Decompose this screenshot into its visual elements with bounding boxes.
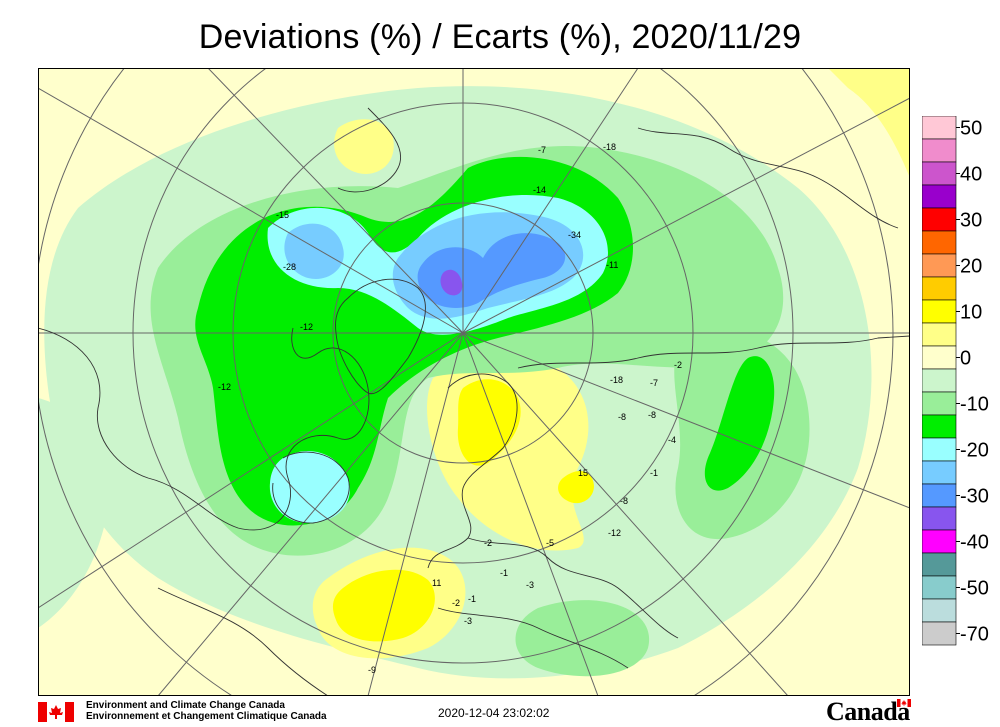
- field-bright-green-east: [704, 356, 775, 491]
- map-frame: [38, 68, 910, 696]
- legend-swatch: [922, 506, 957, 531]
- legend-swatch: [922, 253, 957, 278]
- legend-swatch: [922, 116, 957, 140]
- legend-swatch: [922, 322, 957, 347]
- legend-label: -40: [960, 532, 989, 554]
- contour-label: -14: [533, 185, 546, 195]
- legend-swatch: [922, 230, 957, 255]
- legend-swatch: [922, 621, 957, 646]
- contour-label: -3: [526, 580, 534, 590]
- legend-swatch: [922, 161, 957, 186]
- contour-label: 15: [578, 468, 588, 478]
- legend-swatch: [922, 529, 957, 554]
- legend-swatch: [922, 552, 957, 577]
- contour-label: -1: [468, 594, 476, 604]
- legend-swatch: [922, 460, 957, 485]
- legend-swatch: [922, 276, 957, 301]
- legend-swatch: [922, 437, 957, 462]
- contour-label: -8: [648, 410, 656, 420]
- field-medium-green-south: [515, 600, 650, 677]
- contour-label: -34: [568, 230, 581, 240]
- graticule: [38, 68, 910, 696]
- canada-wordmark: Canada: [826, 697, 910, 726]
- legend-label: 20: [960, 256, 982, 278]
- contour-label: -12: [608, 528, 621, 538]
- contour-label: -2: [674, 360, 682, 370]
- legend-swatch: [922, 391, 957, 416]
- contour-label: -15: [276, 210, 289, 220]
- legend-label: 30: [960, 210, 982, 232]
- legend-swatch: [922, 483, 957, 508]
- coastlines: [38, 107, 910, 696]
- legend-label: 50: [960, 118, 982, 140]
- legend-label: 40: [960, 164, 982, 186]
- canada-flag-icon: [38, 702, 74, 722]
- contour-label: -7: [650, 378, 658, 388]
- contour-label: -28: [283, 262, 296, 272]
- contour-label: 11: [432, 578, 441, 588]
- contour-label: -12: [218, 382, 231, 392]
- contour-label: -2: [452, 598, 460, 608]
- legend-label: -30: [960, 486, 989, 508]
- contour-label: -3: [464, 616, 472, 626]
- contour-label: -18: [603, 142, 616, 152]
- contour-label: -5: [546, 538, 554, 548]
- color-legend: 50 40 30 20 10 0 -10 -20 -30 -40 -50 -70: [922, 116, 989, 646]
- contour-label: -18: [610, 375, 623, 385]
- legend-label: 10: [960, 302, 982, 324]
- legend-swatch: [922, 345, 957, 370]
- contour-label: -2: [484, 538, 492, 548]
- chart-title: Deviations (%) / Ecarts (%), 2020/11/29: [198, 18, 802, 56]
- legend-swatch: [922, 184, 957, 209]
- contour-label: -8: [620, 496, 628, 506]
- legend-label: -10: [960, 394, 989, 416]
- legend-swatch: [922, 575, 957, 600]
- contour-label: -1: [500, 568, 508, 578]
- contour-labels: -7 -18 -14 -34 -11 -15 -28 -12 -12 -18 -…: [218, 142, 682, 675]
- legend-swatch: [922, 299, 957, 324]
- legend-label: 0: [960, 348, 971, 370]
- legend-swatch: [922, 138, 957, 163]
- timestamp: 2020-12-04 23:02:02: [438, 706, 550, 720]
- contour-label: -8: [618, 412, 626, 422]
- legend-label: -50: [960, 578, 989, 600]
- legend-swatch: [922, 207, 957, 232]
- field-lightblue-north: [284, 223, 344, 279]
- agency-name: Environment and Climate Change Canada En…: [86, 700, 327, 722]
- field-pos-russia: [558, 471, 594, 504]
- agency-name-en: Environment and Climate Change Canada: [86, 700, 285, 711]
- wordmark-flag-icon: [897, 699, 911, 707]
- polar-deviation-map: -7 -18 -14 -34 -11 -15 -28 -12 -12 -18 -…: [38, 68, 910, 696]
- contour-label: -11: [606, 260, 618, 270]
- agency-name-fr: Environnement et Changement Climatique C…: [86, 711, 327, 722]
- field-pos-pacific: [828, 68, 910, 178]
- field-pos-scandinavia-core: [457, 379, 521, 466]
- legend-swatch: [922, 368, 957, 393]
- legend-label: -70: [960, 624, 989, 646]
- field-light-green-west: [38, 398, 110, 628]
- contour-label: -7: [538, 145, 546, 155]
- legend-swatch: [922, 414, 957, 439]
- contour-label: -9: [368, 665, 376, 675]
- contour-label: -12: [300, 322, 313, 332]
- legend-label: -20: [960, 440, 989, 462]
- field-pos-atlantic-core: [332, 569, 435, 642]
- contour-label: -1: [650, 468, 658, 478]
- legend-swatch: [922, 598, 957, 623]
- contour-label: -4: [668, 435, 676, 445]
- field-cyan-hudson: [269, 450, 350, 523]
- field-purple-core: [440, 269, 463, 296]
